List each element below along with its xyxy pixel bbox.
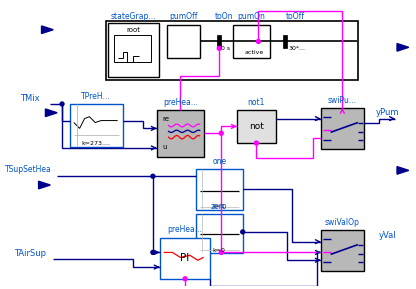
Text: 0 s: 0 s [220,46,230,51]
Text: TPreH...: TPreH... [82,92,111,101]
Bar [283,35,287,48]
Text: root: root [126,27,140,33]
Text: pumOn: pumOn [238,12,265,21]
Text: toOff: toOff [286,12,305,21]
Bar [233,25,270,58]
Text: toOn: toOn [215,12,233,21]
Bar [237,110,276,143]
Text: 30*...: 30*... [289,46,306,51]
Text: k=273....: k=273.... [82,140,111,146]
Text: not: not [249,122,264,131]
Text: PI: PI [181,253,190,263]
Text: active: active [245,50,264,55]
Bar [70,104,123,147]
Text: yPum: yPum [376,108,399,117]
Circle shape [60,102,64,106]
Circle shape [255,141,258,145]
Polygon shape [39,181,50,189]
Bar [108,23,159,77]
Polygon shape [397,44,409,51]
Text: one: one [212,157,226,166]
Text: u: u [163,144,167,150]
Text: preHea...: preHea... [168,225,203,234]
Polygon shape [45,109,57,116]
Circle shape [217,46,221,50]
Bar [321,230,364,271]
Text: not1: not1 [248,97,265,107]
Text: swiPu...: swiPu... [328,96,357,105]
Bar [114,35,151,62]
Bar [217,35,221,48]
Bar [160,238,210,279]
Text: yVal: yVal [379,231,396,240]
Text: stateGrap...: stateGrap... [111,12,156,21]
Bar [196,169,243,210]
Bar [106,21,358,79]
Text: TMix: TMix [20,94,40,103]
Circle shape [241,230,245,234]
Bar [321,108,364,149]
Circle shape [219,131,223,135]
Polygon shape [42,26,53,34]
Circle shape [256,40,260,43]
Text: TSupSetHea: TSupSetHea [5,165,51,174]
Text: re: re [163,116,170,122]
Text: swiValOp: swiValOp [325,218,360,227]
Circle shape [219,251,223,254]
Text: k=0: k=0 [213,248,226,253]
Text: preHea...: preHea... [163,97,198,107]
Text: zero: zero [211,202,228,211]
Circle shape [183,277,187,281]
Circle shape [151,251,155,254]
Bar [196,214,243,253]
Bar [166,25,200,58]
Circle shape [151,174,155,178]
Text: k=1: k=1 [213,204,226,209]
Text: TAirSup: TAirSup [14,249,46,258]
Bar [157,110,204,157]
Text: pumOff: pumOff [169,12,198,21]
Polygon shape [397,166,409,174]
